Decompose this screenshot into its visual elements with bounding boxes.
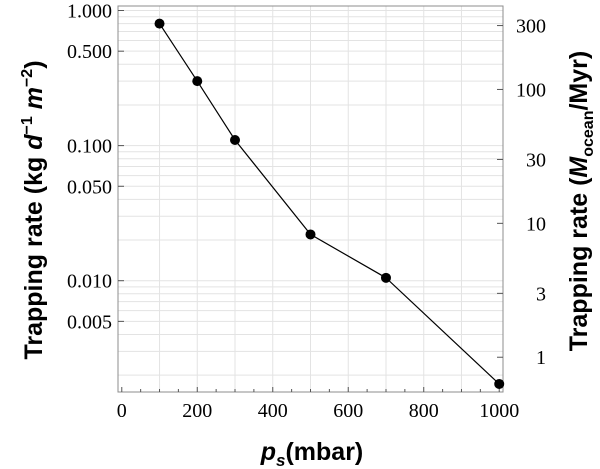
left-y-axis-title-exp1: −1 xyxy=(19,116,36,134)
data-point xyxy=(154,18,165,29)
right-y-tick-label: 3 xyxy=(536,283,546,305)
left-y-axis-title: Trapping rate (kg d−1 m−2) xyxy=(19,60,48,359)
left-y-axis-title-exp2: −2 xyxy=(19,69,36,87)
x-axis-title-symbol: p xyxy=(260,438,276,466)
x-tick-label: 400 xyxy=(258,400,288,422)
data-point xyxy=(305,229,316,240)
x-tick-label: 600 xyxy=(333,400,363,422)
data-point xyxy=(230,135,241,146)
right-y-tick-label: 300 xyxy=(516,16,546,38)
x-axis-title: ps(mbar) xyxy=(260,438,364,469)
data-point xyxy=(192,76,203,87)
right-y-tick-label: 10 xyxy=(526,213,546,235)
x-axis-title-unit: (mbar) xyxy=(285,438,363,466)
series-trapping-rate xyxy=(154,18,505,389)
left-y-axis-title-meter: m xyxy=(20,87,48,116)
right-y-axis-title-mass: M xyxy=(565,156,593,178)
x-tick-label: 200 xyxy=(182,400,212,422)
left-y-tick-label: 0.010 xyxy=(67,271,112,293)
left-y-tick-label: 0.100 xyxy=(67,136,112,158)
x-tick-label: 1000 xyxy=(479,400,519,422)
right-y-axis-title-subscript: ocean xyxy=(580,111,597,157)
right-y-tick-label: 1 xyxy=(536,347,546,369)
series-line xyxy=(158,23,500,385)
right-y-axis-title-unit: /Myr) xyxy=(565,51,593,111)
right-y-tick-label: 100 xyxy=(516,79,546,101)
right-y-axis-title-text: Trapping rate ( xyxy=(565,177,593,351)
x-tick-label: 0 xyxy=(117,400,127,422)
left-y-axis-title-close: ) xyxy=(20,60,48,68)
left-y-tick-label: 0.005 xyxy=(67,311,112,333)
left-y-tick-label: 0.050 xyxy=(67,176,112,198)
right-y-tick-label: 30 xyxy=(526,149,546,171)
x-axis-title-subscript: s xyxy=(276,451,285,469)
data-point xyxy=(494,378,505,389)
x-tick-label: 800 xyxy=(409,400,439,422)
left-y-axis-title-text: Trapping rate (kg xyxy=(20,150,48,360)
left-y-tick-label: 1.000 xyxy=(67,1,112,23)
right-y-axis-ticks: 300 100 30 10 3 1 xyxy=(497,16,546,369)
right-y-axis-title: Trapping rate (Mocean/Myr) xyxy=(565,51,597,351)
left-y-axis-ticks: 1.000 0.500 0.100 0.050 0.010 0.005 xyxy=(67,1,124,333)
left-y-axis-title-day: d xyxy=(20,134,48,150)
grid-lines xyxy=(118,6,503,392)
left-y-tick-label: 0.500 xyxy=(67,41,112,63)
data-point xyxy=(380,272,391,283)
x-axis-ticks: 0 200 400 600 800 1000 xyxy=(117,387,519,422)
